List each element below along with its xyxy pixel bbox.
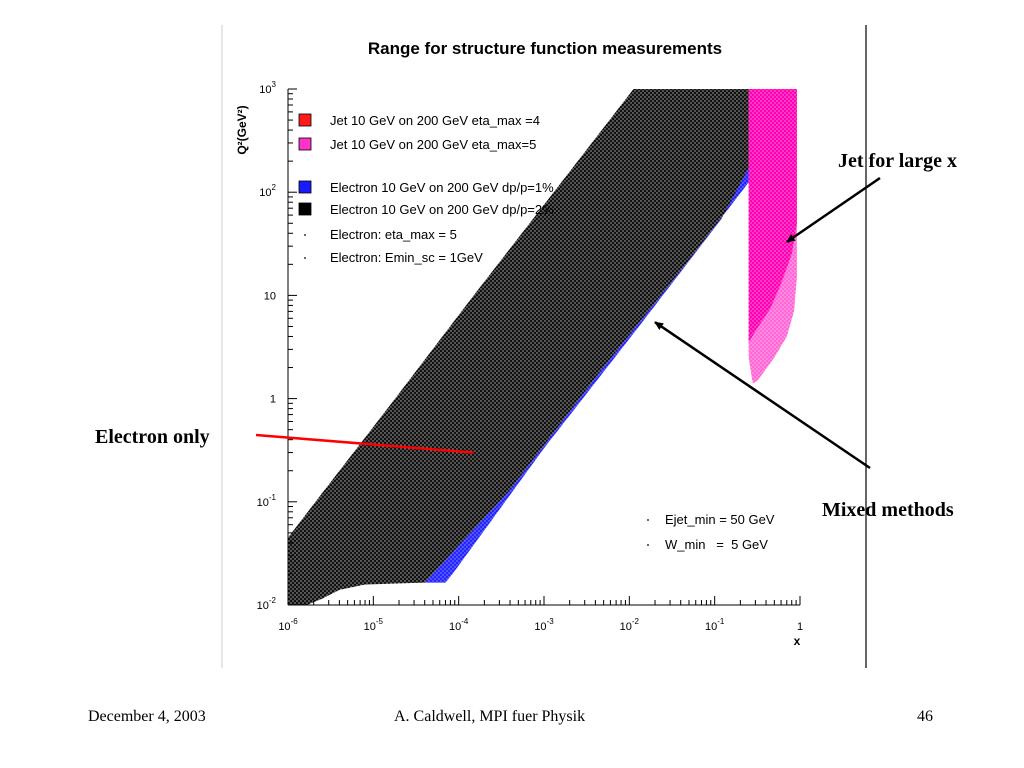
legend-dot: [304, 257, 306, 259]
annotation-mixed-methods: Mixed methods: [822, 499, 954, 521]
x-axis-label: x: [794, 634, 801, 648]
footer-date: December 4, 2003: [88, 708, 206, 725]
x-tick-label-base: 1: [797, 621, 803, 633]
x-tick-label: 10-5: [364, 617, 384, 633]
cuts-legend-item: W_min = 5 GeV: [647, 537, 768, 552]
legend-label: Jet 10 GeV on 200 GeV eta_max=5: [330, 137, 536, 152]
arrow-jet-large-x: [785, 176, 881, 243]
region-electron-dp-2pct: [288, 89, 749, 605]
x-tick-label-base: 10: [534, 621, 546, 633]
arrow-electron-only: [255, 433, 474, 454]
x-tick-label: 10-6: [278, 617, 298, 633]
legend-dot: [304, 234, 306, 236]
x-tick-label: 10-3: [534, 617, 554, 633]
y-tick-label: 10-2: [257, 596, 277, 612]
chart-title: Range for structure function measurement…: [368, 39, 722, 58]
legend-item: Electron 10 GeV on 200 GeV dp/p=1%: [298, 180, 554, 195]
y-tick-label-base: 10: [264, 290, 276, 302]
y-tick-label: 103: [259, 80, 276, 96]
y-tick-label: 102: [259, 183, 276, 199]
y-tick-label: 10-1: [257, 493, 277, 509]
y-tick-label-base: 1: [270, 394, 276, 406]
cuts-legend-label: W_min = 5 GeV: [665, 537, 768, 552]
x-tick-label-base: 10: [449, 621, 461, 633]
x-tick-label: 10-1: [705, 617, 725, 633]
y-tick-label-exponent: 2: [272, 183, 277, 192]
arrow-mixed-methods: [654, 321, 871, 470]
x-tick-label-exponent: -2: [632, 617, 640, 626]
x-tick-label-exponent: -6: [291, 617, 299, 626]
cuts-legend: Ejet_min = 50 GeV W_min = 5 GeV: [647, 512, 775, 552]
plot-regions: [288, 89, 797, 605]
x-tick-label-base: 10: [278, 621, 290, 633]
y-tick-label-base: 10: [259, 187, 271, 199]
region-jet-eta-4: [748, 89, 797, 343]
x-tick-label-exponent: -1: [717, 617, 725, 626]
legend-item: Jet 10 GeV on 200 GeV eta_max=5: [298, 137, 536, 152]
legend-item: Electron: Emin_sc = 1GeV: [304, 250, 483, 265]
legend-item: Jet 10 GeV on 200 GeV eta_max =4: [298, 113, 540, 128]
x-tick-label: 10-4: [449, 617, 469, 633]
legend-item: Electron: eta_max = 5: [304, 227, 457, 242]
annotation-jet-large-x: Jet for large x: [838, 150, 957, 172]
legend-swatch: [298, 113, 312, 127]
y-tick-label-exponent: 3: [272, 80, 277, 89]
legend-label: Electron: Emin_sc = 1GeV: [330, 250, 483, 265]
x-tick-label-base: 10: [364, 621, 376, 633]
x-tick-label: 10-2: [620, 617, 640, 633]
y-tick-label-exponent: -2: [269, 596, 277, 605]
legend-label: Electron 10 GeV on 200 GeV dp/p=1%: [330, 180, 554, 195]
y-tick-label-base: 10: [257, 497, 269, 509]
y-tick-label-base: 10: [257, 600, 269, 612]
y-tick-label-exponent: -1: [269, 493, 277, 502]
x-tick-label-exponent: -5: [376, 617, 384, 626]
legend-item: Electron 10 GeV on 200 GeV dp/p=2%: [298, 202, 554, 217]
x-axis-ticks: 10-6 10-5 10-4 10-3 10-2 10-1 1: [278, 596, 803, 633]
y-axis-label: Q²(GeV²): [235, 105, 249, 154]
x-tick-label-exponent: -4: [461, 617, 469, 626]
footer-page: 46: [917, 708, 933, 725]
cuts-legend-label: Ejet_min = 50 GeV: [665, 512, 775, 527]
cuts-legend-item: Ejet_min = 50 GeV: [647, 512, 775, 527]
cuts-legend-dot: [647, 519, 649, 521]
legend-swatch: [298, 137, 312, 151]
legend: Jet 10 GeV on 200 GeV eta_max =4 Jet 10 G…: [298, 113, 554, 265]
x-tick-label: 1: [797, 621, 803, 633]
annotation-electron-only: Electron only: [95, 426, 210, 448]
footer-author: A. Caldwell, MPI fuer Physik: [394, 708, 586, 725]
x-tick-label-base: 10: [705, 621, 717, 633]
x-tick-label-base: 10: [620, 621, 632, 633]
legend-label: Electron 10 GeV on 200 GeV dp/p=2%: [330, 202, 554, 217]
legend-swatch: [298, 180, 312, 194]
y-tick-label: 1: [270, 394, 276, 406]
legend-label: Jet 10 GeV on 200 GeV eta_max =4: [330, 113, 540, 128]
x-tick-label-exponent: -3: [547, 617, 555, 626]
y-tick-label-base: 10: [259, 84, 271, 96]
legend-label: Electron: eta_max = 5: [330, 227, 457, 242]
y-tick-label: 10: [264, 290, 276, 302]
cuts-legend-dot: [647, 544, 649, 546]
legend-swatch: [298, 202, 312, 216]
